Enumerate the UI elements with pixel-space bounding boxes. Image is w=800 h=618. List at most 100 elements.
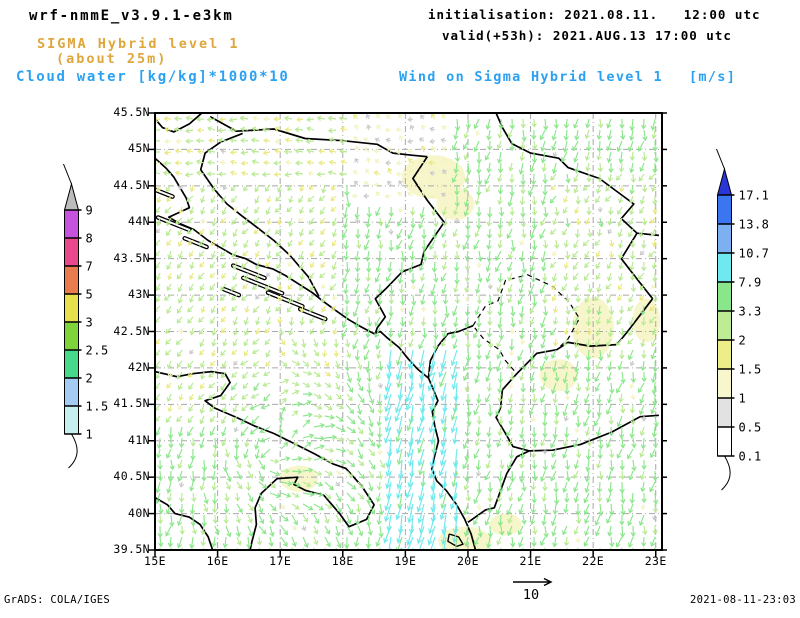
wind-vector [269,470,281,477]
wind-vector [197,148,205,155]
wind-vector [597,162,604,173]
wind-vector [277,294,283,303]
wind-vector [529,228,535,240]
wind-vector [584,151,591,161]
wind-vector [259,437,271,443]
wind-vector [420,272,426,282]
wind-vector [266,250,272,260]
wind-vector [236,459,242,469]
wind-vector [584,525,590,537]
wind-vector [332,327,338,335]
wind-vector [541,261,547,272]
wind-vector [606,338,612,347]
wind-vector [339,148,348,154]
wind-vector [157,470,164,482]
wind-vector [233,360,238,366]
wind-vector [166,382,172,389]
wind-vector [407,228,414,240]
wind-vector [508,448,515,460]
wind-vector [328,159,337,166]
wind-vector [506,503,513,516]
wind-vector [615,338,623,347]
wind-vector [439,182,447,188]
wind-vector [506,228,513,239]
wind-vector [628,217,634,226]
wind-vector [583,272,590,281]
wind-vector [167,250,173,260]
wind-vector [287,294,294,304]
wind-vector [652,503,659,514]
wind-vector [187,415,194,424]
wind-vector [357,426,364,435]
wind-vector [251,371,260,378]
wind-vector [335,426,346,433]
wind-vector [585,426,591,437]
wind-vector [509,327,515,335]
wind-vector [313,503,325,511]
wind-vector [455,239,461,249]
wind-vector [584,294,590,304]
wind-vector [572,140,579,152]
wind-vector [573,239,579,249]
wind-vector [344,536,350,550]
wind-vector [642,129,648,142]
wind-vector [199,426,205,438]
wind-vector [341,228,348,240]
wind-vector [165,184,172,193]
wind-vector [335,514,341,524]
wind-vector [366,371,373,383]
wind-vector [221,426,227,437]
wind-vector [220,283,227,291]
wind-vector [187,228,194,235]
wind-vector [497,217,503,230]
wind-vector [186,195,194,202]
wind-vector [273,171,282,178]
colorbar-segment [64,209,79,239]
wind-vector [639,294,645,301]
lat-tick-label: 42.5N [113,323,150,338]
wind-vector [497,305,503,317]
wind-vector [506,459,513,470]
wind-vector [441,113,447,120]
wind-vector [299,206,304,215]
wind-vector [628,140,634,152]
wind-vector [357,404,363,415]
wind-vector [422,327,428,339]
wind-vector [294,127,304,133]
wind-vector [280,492,292,498]
wind-vector [376,228,382,240]
wind-vector [620,371,626,384]
wind-vector [373,170,381,176]
wind-vector [629,162,635,174]
wind-vector [231,415,238,423]
wind-vector [563,239,570,248]
wind-vector [542,481,548,492]
wind-vector [552,316,559,326]
wind-vector [476,184,482,197]
wind-vector [606,140,612,152]
wind-vector [574,206,580,215]
wind-vector [295,160,304,166]
wind-vector [280,456,291,462]
wind-vector [473,448,480,459]
wind-vector [528,283,535,296]
wind-vector [258,503,264,514]
wind-vector [442,169,447,175]
wind-vector [464,272,471,283]
wind-vector [221,272,227,279]
wind-vector [507,129,513,139]
wind-vector [365,217,371,229]
wind-vector [564,393,571,401]
wind-vector [354,349,361,361]
wind-vector [163,294,172,301]
wind-vector [385,114,392,120]
wind-vector [198,250,205,258]
wind-vector [464,173,470,184]
wind-vector [364,305,370,314]
wind-vector [451,173,458,184]
wind-vector [378,503,385,516]
wind-vector [298,250,304,260]
wind-vector [353,316,360,329]
wind-vector [416,492,425,513]
